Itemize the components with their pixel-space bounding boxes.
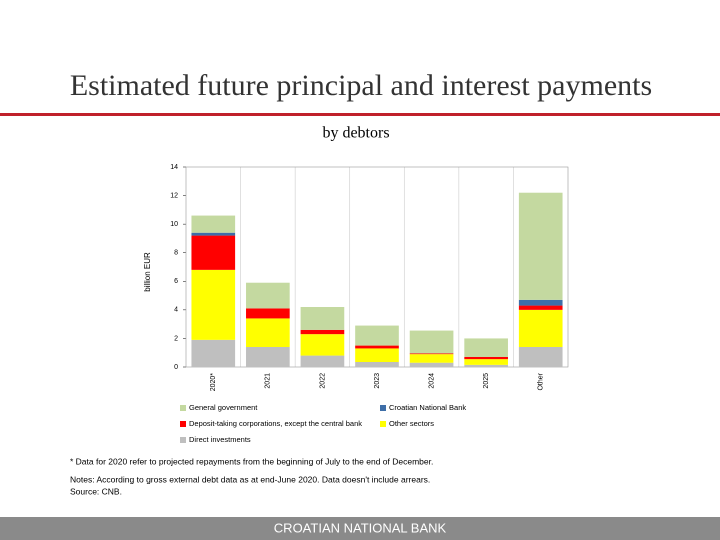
bar-segment (191, 232, 236, 236)
bar-segment (300, 329, 345, 335)
bar-segment (409, 354, 454, 363)
subtitle: by debtors (322, 125, 389, 142)
bar-segment (518, 299, 563, 306)
y-tick-label: 4 (174, 307, 178, 314)
bar-segment (464, 364, 508, 367)
y-tick-label: 0 (174, 364, 178, 371)
bar-segment (300, 307, 345, 330)
bar-segment (191, 339, 236, 367)
y-tick-label: 8 (174, 250, 178, 257)
bar-segment (246, 282, 290, 309)
bar-segment (518, 309, 563, 347)
bar-segment (464, 357, 508, 360)
footer-text: CROATIAN NATIONAL BANK (274, 520, 447, 535)
legend-swatch (180, 405, 186, 411)
legend-swatch (380, 421, 386, 427)
x-tick-label: 2025 (483, 373, 490, 389)
bar-segment (518, 347, 563, 367)
bar-segment (464, 359, 508, 365)
bar-segment (246, 347, 290, 367)
legend-label: Direct investments (189, 435, 251, 444)
bar-segment (518, 305, 563, 310)
bar-segment (246, 308, 290, 319)
y-tick-label: 10 (170, 221, 178, 228)
y-tick-label: 14 (170, 164, 178, 171)
legend-swatch (180, 421, 186, 427)
legend-swatch (180, 437, 186, 443)
x-tick-label: 2021 (265, 373, 272, 389)
legend-label: Croatian National Bank (389, 403, 466, 412)
bar-segment (518, 192, 563, 300)
x-tick-label: 2024 (428, 373, 435, 389)
x-tick-label: 2020* (210, 373, 217, 392)
legend-swatch (380, 405, 386, 411)
bar-segment (355, 362, 399, 367)
y-tick-label: 6 (174, 278, 178, 285)
bar-segment (355, 348, 399, 362)
bar-segment (464, 338, 508, 357)
bar-segment (191, 215, 236, 233)
bar-segment (355, 345, 399, 349)
x-tick-label: Other (538, 372, 545, 390)
slide-title: Estimated future principal and interest … (70, 69, 652, 102)
legend-label: General government (189, 403, 258, 412)
bar-segment (300, 334, 345, 356)
bar-segment (191, 235, 236, 270)
bar-segment (300, 355, 345, 367)
title-rule (0, 113, 720, 116)
bar-segment (409, 362, 454, 367)
bar-segment (246, 318, 290, 347)
y-axis-label: billion EUR (143, 252, 152, 292)
bar-segment (409, 353, 454, 355)
legend-label: Other sectors (389, 419, 434, 428)
footer-bar (0, 517, 720, 540)
x-tick-label: 2022 (319, 373, 326, 389)
legend-label: Deposit-taking corporations, except the … (189, 419, 362, 428)
bar-segment (355, 325, 399, 346)
footnote: * Data for 2020 refer to projected repay… (70, 456, 433, 466)
bar-segment (191, 269, 236, 340)
x-tick-label: 2023 (374, 373, 381, 389)
footnote: Source: CNB. (70, 486, 122, 496)
footnote: Notes: According to gross external debt … (70, 474, 430, 484)
bar-segment (409, 330, 454, 354)
y-tick-label: 2 (174, 335, 178, 342)
y-tick-label: 12 (170, 192, 178, 199)
